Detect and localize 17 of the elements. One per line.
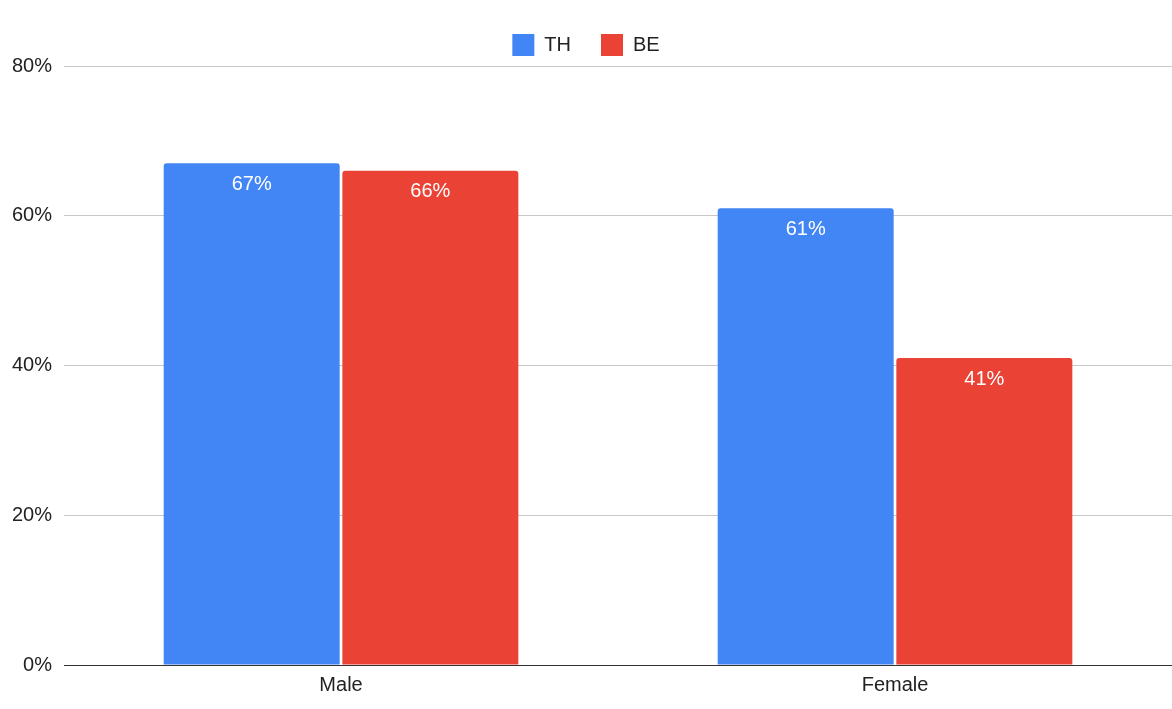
bar — [717, 208, 894, 665]
legend-label: TH — [544, 32, 571, 55]
bar — [163, 163, 340, 665]
x-tick-label: Female — [861, 672, 929, 695]
data-label: 41% — [964, 366, 1005, 389]
data-label: 61% — [785, 216, 826, 239]
legend-label: BE — [632, 32, 660, 55]
y-tick-label: 0% — [23, 652, 53, 675]
data-label: 67% — [231, 171, 272, 194]
y-tick-label: 40% — [12, 353, 53, 376]
data-label: 66% — [410, 179, 451, 202]
bar — [342, 170, 519, 665]
y-tick-label: 80% — [12, 53, 53, 76]
x-tick-label: Male — [319, 672, 363, 695]
y-tick-label: 20% — [12, 502, 53, 525]
y-tick-label: 60% — [12, 203, 53, 226]
bar — [896, 358, 1073, 665]
